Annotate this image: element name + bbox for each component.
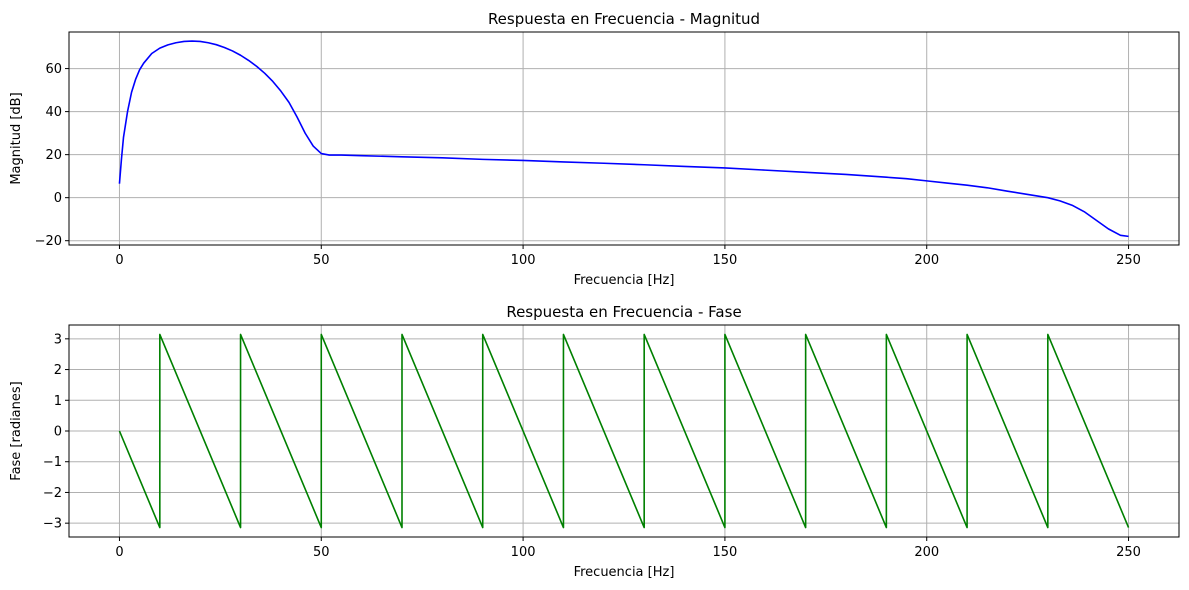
magnitude-series-line <box>118 40 1129 238</box>
phase-y-tick-label: 1 <box>54 394 62 409</box>
phase-y-tick-label: 0 <box>54 425 62 440</box>
magnitude-y-tick-label: 40 <box>45 105 62 120</box>
phase-x-tick-label: 100 <box>511 545 536 560</box>
phase-x-tick-label: 250 <box>1116 545 1141 560</box>
phase-series-line <box>118 333 1130 529</box>
phase-y-tick-label: −1 <box>43 455 62 470</box>
phase-x-tick-label: 150 <box>712 545 737 560</box>
magnitude-axes-frame <box>68 31 1180 246</box>
magnitude-y-axis-label: Magnitud [dB] <box>9 92 24 184</box>
phase-x-axis-label: Frecuencia [Hz] <box>574 565 675 580</box>
phase-y-tick-label: 2 <box>54 363 62 378</box>
phase-plot: 0 50 100 150 200 250 −3 −2 −1 0 1 2 3 Respuesta en Fr… <box>9 303 1180 580</box>
phase-x-tick-label: 0 <box>115 545 123 560</box>
phase-y-axis-label: Fase [radianes] <box>9 381 24 480</box>
phase-x-tick-label: 50 <box>313 545 330 560</box>
magnitude-x-tick-label: 100 <box>511 253 536 268</box>
magnitude-x-tick-label: 150 <box>712 253 737 268</box>
magnitude-plot: 0 50 100 150 200 250 −20 0 20 40 60 Respuesta en Fr… <box>9 10 1180 288</box>
magnitude-x-tick-label: 250 <box>1116 253 1141 268</box>
phase-y-tick-label: 3 <box>54 332 62 347</box>
phase-y-tick-label: −3 <box>43 517 62 532</box>
phase-y-tick-label: −2 <box>43 486 62 501</box>
magnitude-x-axis-label: Frecuencia [Hz] <box>574 273 675 288</box>
phase-chart-title: Respuesta en Frecuencia - Fase <box>506 303 741 321</box>
magnitude-x-tick-label: 200 <box>914 253 939 268</box>
magnitude-chart-title: Respuesta en Frecuencia - Magnitud <box>488 10 760 28</box>
magnitude-y-tick-label: −20 <box>35 234 62 249</box>
magnitude-y-tick-label: 0 <box>54 191 62 206</box>
phase-x-tick-label: 200 <box>914 545 939 560</box>
magnitude-x-tick-label: 0 <box>115 253 123 268</box>
magnitude-x-tick-label: 50 <box>313 253 330 268</box>
magnitude-y-tick-label: 20 <box>45 148 62 163</box>
magnitude-y-tick-label: 60 <box>45 62 62 77</box>
